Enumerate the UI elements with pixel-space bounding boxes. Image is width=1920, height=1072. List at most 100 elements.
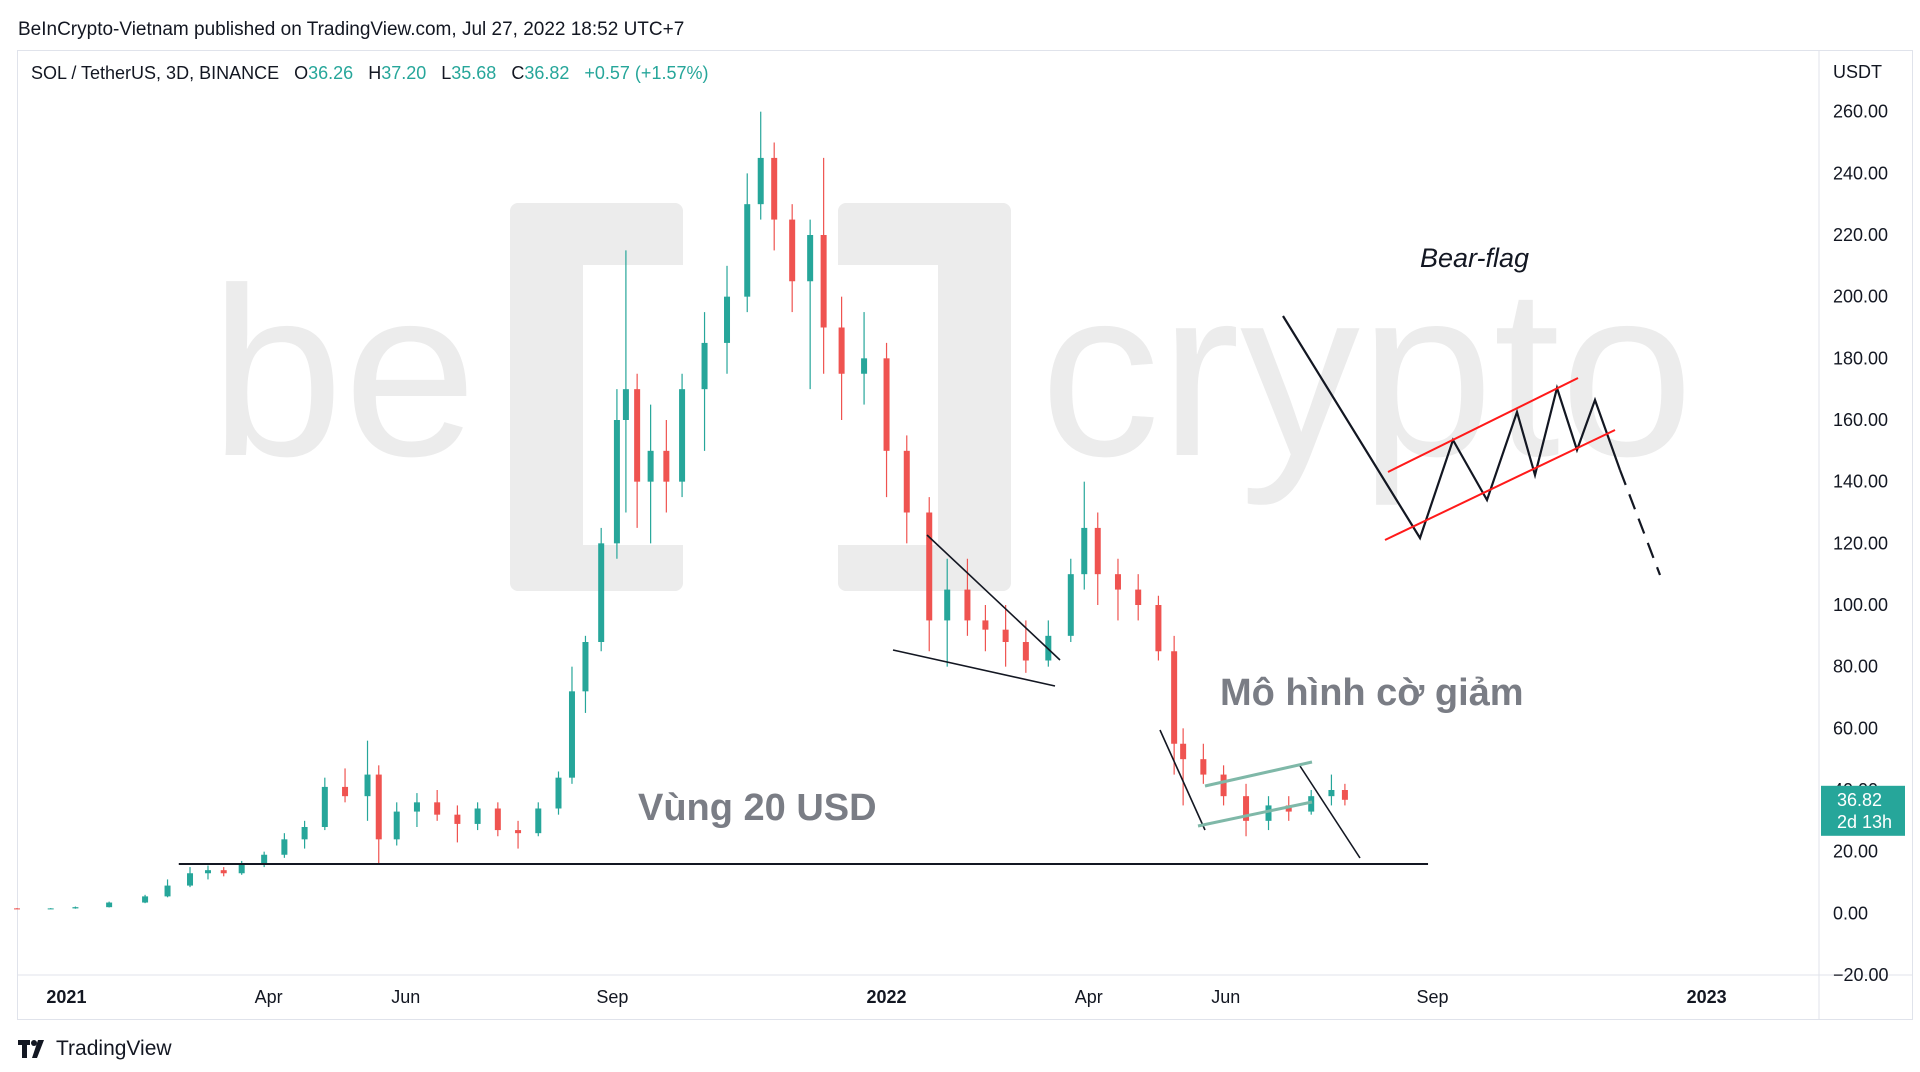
last-price-label: 36.82 xyxy=(1837,790,1882,810)
candle xyxy=(982,605,989,652)
time-tick-label: 2021 xyxy=(46,987,86,1007)
candle xyxy=(238,860,245,875)
candle xyxy=(342,768,349,803)
price-tick-label: 0.00 xyxy=(1833,903,1868,923)
price-tick-label: 220.00 xyxy=(1833,225,1888,245)
wedge-lower-line xyxy=(892,649,1056,687)
close-value: 36.82 xyxy=(524,63,570,83)
candle xyxy=(1341,783,1348,806)
candle xyxy=(903,435,910,544)
high-label: H xyxy=(368,63,382,83)
candle xyxy=(771,142,778,251)
low-label: L xyxy=(441,63,452,83)
candle xyxy=(1002,605,1009,667)
high-value: 37.20 xyxy=(381,63,427,83)
price-tick-label: 80.00 xyxy=(1833,657,1878,677)
bear-flag-schematic xyxy=(1282,315,1622,541)
price-tick-label: 160.00 xyxy=(1833,410,1888,430)
candle xyxy=(1171,635,1178,775)
pole-line xyxy=(1159,729,1206,831)
chart-frame[interactable] xyxy=(17,50,1913,1020)
ohlc-legend: SOL / TetherUS, 3D, BINANCE O36.26 H37.2… xyxy=(31,63,718,84)
candle xyxy=(964,558,971,636)
candle xyxy=(1328,774,1335,806)
time-tick-label: 2023 xyxy=(1687,987,1727,1007)
support-zone-label: Vùng 20 USD xyxy=(638,787,877,829)
candle xyxy=(1265,796,1272,831)
candle xyxy=(622,250,629,513)
time-tick-label: Jun xyxy=(1211,987,1240,1007)
candle xyxy=(1243,783,1250,837)
candle xyxy=(838,296,845,420)
candle xyxy=(47,908,54,910)
time-axis: 2021 Apr Jun Sep 2022 Apr Jun Sep 2023 xyxy=(46,987,1726,1007)
candle xyxy=(944,558,951,667)
time-tick-label: Sep xyxy=(1417,987,1449,1007)
candle xyxy=(14,908,20,910)
candle xyxy=(535,802,542,837)
time-tick-label: Apr xyxy=(255,987,283,1007)
candle xyxy=(434,790,441,821)
watermark-text-left: be xyxy=(210,238,477,506)
candle xyxy=(72,906,79,909)
price-tick-label: 100.00 xyxy=(1833,595,1888,615)
time-tick-label: Jun xyxy=(391,987,420,1007)
countdown-label: 2d 13h xyxy=(1837,812,1892,832)
open-label: O xyxy=(294,63,309,83)
candle xyxy=(164,879,171,898)
candle xyxy=(820,157,827,374)
change-value: +0.57 (+1.57%) xyxy=(584,63,709,83)
candle xyxy=(364,740,371,821)
candle xyxy=(413,793,420,827)
candle xyxy=(724,265,731,374)
candle xyxy=(301,820,308,849)
candle xyxy=(568,666,575,784)
candle xyxy=(1200,743,1207,784)
flag-channel-upper xyxy=(1204,760,1313,788)
candle xyxy=(204,865,211,880)
open-value: 36.26 xyxy=(308,63,354,83)
candle xyxy=(926,497,933,652)
price-tick-label: 120.00 xyxy=(1833,533,1888,553)
candle xyxy=(807,219,814,390)
candle xyxy=(582,635,589,713)
tradingview-icon xyxy=(18,1040,44,1058)
bear-flag-upper xyxy=(1387,377,1579,473)
drawings-layer xyxy=(178,315,1662,865)
tradingview-logo[interactable]: TradingView xyxy=(18,1037,172,1061)
price-tick-label: 20.00 xyxy=(1833,842,1878,862)
price-tick-label: 180.00 xyxy=(1833,348,1888,368)
candle xyxy=(1067,558,1074,642)
candle xyxy=(1285,796,1292,821)
flag-channel-lower xyxy=(1197,800,1313,828)
price-axis: 260.00 240.00 220.00 200.00 180.00 160.00 140.… xyxy=(1833,102,1889,985)
candle xyxy=(757,111,764,220)
candle xyxy=(1022,620,1029,673)
candle xyxy=(281,833,288,858)
candle xyxy=(861,312,868,405)
candle xyxy=(598,527,605,652)
time-tick-label: 2022 xyxy=(867,987,907,1007)
price-tick-label: 60.00 xyxy=(1833,718,1878,738)
candle xyxy=(1180,728,1187,806)
candle xyxy=(454,805,461,843)
time-tick-label: Apr xyxy=(1075,987,1103,1007)
close-label: C xyxy=(511,63,525,83)
bear-flag-label: Bear-flag xyxy=(1420,243,1529,273)
candle xyxy=(663,420,670,513)
breakdown-line xyxy=(1299,765,1361,859)
candle xyxy=(142,894,149,904)
descending-flag-label: Mô hình cờ giảm xyxy=(1220,672,1524,714)
candle xyxy=(1094,512,1101,605)
candle xyxy=(321,777,328,831)
candle xyxy=(679,373,686,498)
time-tick-label: Sep xyxy=(596,987,628,1007)
candle xyxy=(393,802,400,846)
candle xyxy=(789,204,796,313)
published-info: BeInCrypto-Vietnam published on TradingV… xyxy=(18,19,685,40)
price-tick-label: 240.00 xyxy=(1833,163,1888,183)
tradingview-brand: TradingView xyxy=(56,1037,172,1060)
watermark: be crypto xyxy=(210,203,1694,591)
candle xyxy=(634,373,641,528)
